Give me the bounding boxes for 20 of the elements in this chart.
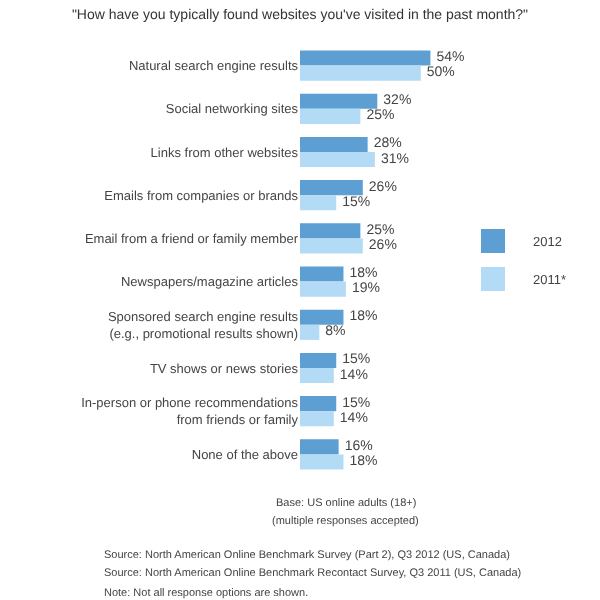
bar	[300, 238, 363, 254]
bar	[300, 93, 378, 109]
bar	[300, 65, 421, 81]
bar	[300, 396, 337, 412]
bar	[300, 439, 339, 455]
bar	[300, 368, 334, 384]
bar	[300, 152, 375, 168]
bar	[300, 266, 344, 282]
bar	[300, 324, 320, 340]
bar	[300, 108, 361, 124]
bar	[300, 195, 337, 211]
bar	[300, 136, 368, 152]
bar	[300, 352, 337, 368]
bar	[300, 454, 344, 470]
bar	[300, 223, 361, 239]
bar	[300, 309, 344, 325]
bar	[300, 281, 346, 297]
bar	[300, 50, 431, 66]
bar	[300, 180, 363, 196]
bar	[300, 411, 334, 427]
